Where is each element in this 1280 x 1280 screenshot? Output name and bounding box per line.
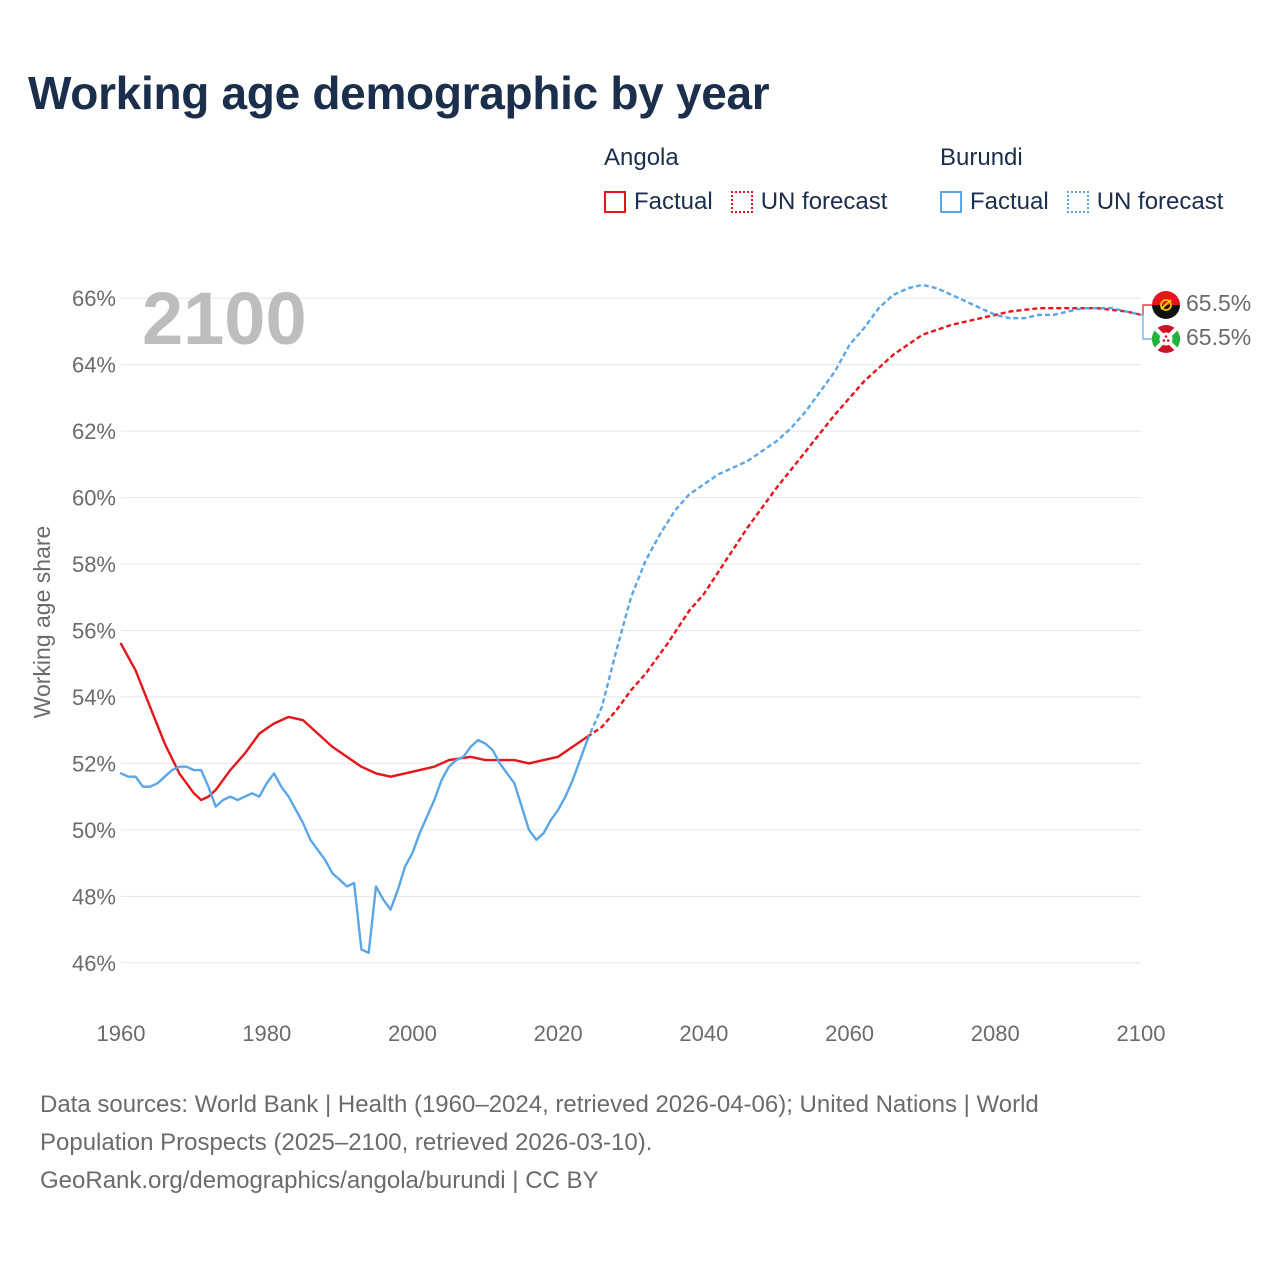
legend-swatch-dotted-blue	[1066, 191, 1089, 213]
footer-link[interactable]: GeoRank.org/demographics/angola/burundi …	[40, 1167, 599, 1194]
x-tick-label: 2080	[971, 1021, 1020, 1046]
y-tick-label: 48%	[72, 884, 116, 909]
legend-label: UN forecast	[760, 188, 888, 215]
y-tick-label: 66%	[72, 286, 116, 311]
y-tick-label: 60%	[72, 486, 116, 511]
y-tick-label: 50%	[72, 818, 116, 843]
legend-item-angola-factual[interactable]: Factual	[604, 188, 713, 216]
end-bracket-burundi	[1141, 314, 1152, 340]
x-tick-label: 2040	[679, 1021, 728, 1046]
x-tick-label: 1980	[242, 1021, 291, 1046]
legend-item-angola-forecast[interactable]: UN forecast	[730, 188, 888, 216]
x-tick-label: 1960	[97, 1021, 146, 1046]
legend-group-burundi: Burundi Factual UN forecast	[940, 144, 1223, 216]
x-tick-label: 2060	[825, 1021, 874, 1046]
legend-label: UN forecast	[1096, 188, 1224, 215]
chart-title: Working age demographic by year	[28, 67, 770, 119]
end-value-label-angola: 65.5%	[1186, 290, 1251, 316]
legend-item-burundi-forecast[interactable]: UN forecast	[1066, 188, 1224, 216]
legend-swatch-solid-blue	[940, 191, 962, 213]
y-tick-label: 62%	[72, 419, 116, 444]
y-tick-label: 54%	[72, 685, 116, 710]
series-line-burundi-factual[interactable]	[119, 738, 589, 954]
y-axis-tick-labels: 46% 48% 50% 52% 54% 56% 58% 60% 62% 64% 66%	[72, 286, 116, 976]
end-value-label-burundi: 65.5%	[1186, 324, 1251, 350]
line-chart: 46%48%50%52%54%56%58%60%62%64%66% 1960 19…	[29, 277, 1251, 1046]
year-overlay: 2100	[142, 277, 307, 360]
legend-swatch-solid-red	[604, 191, 626, 213]
y-tick-label: 52%	[72, 751, 116, 776]
footer-source-note: Data sources: World Bank | Health (1960–…	[40, 1086, 1220, 1200]
series-line-angola-un-forecast[interactable]	[586, 307, 1142, 738]
legend-label: Factual	[970, 188, 1049, 215]
y-tick-label: 56%	[72, 619, 116, 644]
end-bracket-angola	[1141, 304, 1152, 316]
footer-line: Population Prospects (2025–2100, retriev…	[40, 1129, 653, 1156]
x-tick-label: 2020	[534, 1021, 583, 1046]
legend-country-angola: Angola	[604, 144, 679, 171]
legend-country-burundi: Burundi	[940, 144, 1023, 171]
y-axis-label: Working age share	[29, 526, 55, 719]
end-markers: 65.5% 65.5%	[1141, 290, 1251, 353]
x-axis-tick-labels: 1960 1980 2000 2020 2040 2060 2080 2100	[97, 1021, 1166, 1046]
legend-item-burundi-factual[interactable]: Factual	[940, 188, 1049, 216]
series-lines	[119, 283, 1142, 954]
legend-label: Factual	[634, 188, 713, 215]
y-tick-label: 46%	[72, 951, 116, 976]
burundi-flag-icon	[1152, 325, 1180, 353]
series-line-burundi-un-forecast[interactable]	[586, 283, 1142, 741]
footer-line: Data sources: World Bank | Health (1960–…	[40, 1091, 1039, 1118]
legend-group-angola: Angola Factual UN forecast	[604, 144, 887, 216]
angola-flag-icon	[1152, 291, 1180, 319]
grid-lines	[121, 297, 1141, 964]
series-line-angola-factual[interactable]	[119, 642, 589, 802]
x-tick-label: 2000	[388, 1021, 437, 1046]
x-tick-label: 2100	[1117, 1021, 1166, 1046]
y-tick-label: 64%	[72, 353, 116, 378]
legend-swatch-dotted-red	[730, 191, 753, 213]
y-tick-label: 58%	[72, 552, 116, 577]
